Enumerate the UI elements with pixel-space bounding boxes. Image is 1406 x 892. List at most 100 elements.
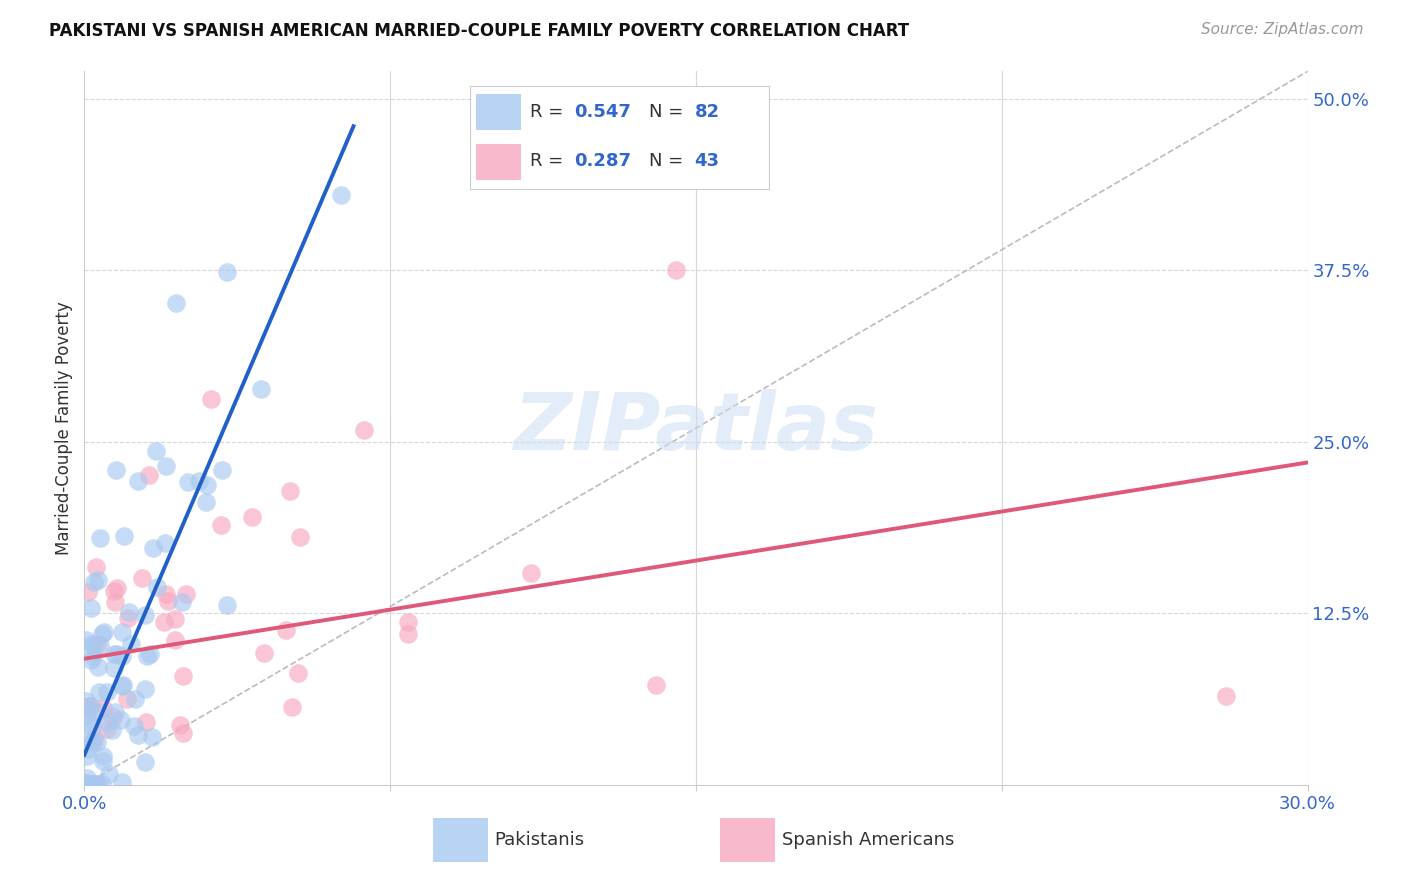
Point xyxy=(287,666,309,681)
Y-axis label: Married-Couple Family Poverty: Married-Couple Family Poverty xyxy=(55,301,73,555)
Point xyxy=(76,748,98,763)
Point xyxy=(127,728,149,742)
Point xyxy=(172,726,194,740)
Point xyxy=(138,468,160,483)
Point xyxy=(87,776,110,790)
Point xyxy=(86,776,108,790)
Point xyxy=(172,669,194,683)
Point xyxy=(276,623,298,637)
Point xyxy=(644,678,666,692)
Point xyxy=(1215,689,1237,703)
Point xyxy=(75,633,97,648)
Point xyxy=(240,509,263,524)
Point xyxy=(77,585,100,599)
Point xyxy=(101,723,124,737)
Point xyxy=(118,605,141,619)
Text: ZIPatlas: ZIPatlas xyxy=(513,389,879,467)
Point xyxy=(80,601,103,615)
Point xyxy=(134,607,156,622)
Point xyxy=(75,776,97,790)
Point xyxy=(177,475,200,489)
Text: PAKISTANI VS SPANISH AMERICAN MARRIED-COUPLE FAMILY POVERTY CORRELATION CHART: PAKISTANI VS SPANISH AMERICAN MARRIED-CO… xyxy=(49,22,910,40)
Point xyxy=(139,647,162,661)
Point xyxy=(75,702,97,716)
Point xyxy=(165,295,187,310)
Point xyxy=(79,699,101,714)
Point xyxy=(79,776,101,790)
Point xyxy=(79,776,101,790)
Point xyxy=(396,615,419,630)
Point xyxy=(86,560,108,574)
Point xyxy=(111,625,134,640)
Point xyxy=(156,594,179,608)
Point xyxy=(96,723,118,737)
Point xyxy=(89,638,111,652)
Point xyxy=(76,772,98,786)
Point xyxy=(136,648,159,663)
Point xyxy=(87,660,110,674)
Point xyxy=(172,595,194,609)
Point xyxy=(75,776,97,790)
Point xyxy=(353,423,375,437)
Point xyxy=(91,754,114,768)
Point xyxy=(112,529,135,543)
Point xyxy=(253,646,276,660)
Point xyxy=(96,685,118,699)
Point xyxy=(77,713,100,727)
Point xyxy=(280,700,302,714)
Point xyxy=(82,639,104,653)
Point xyxy=(131,571,153,585)
Point xyxy=(82,776,104,790)
Point xyxy=(127,474,149,488)
Point xyxy=(89,705,111,719)
Point xyxy=(76,776,98,790)
Point xyxy=(89,531,111,545)
Point xyxy=(200,392,222,406)
Point xyxy=(111,678,134,692)
Point xyxy=(209,518,232,533)
Point xyxy=(89,684,111,698)
Point xyxy=(80,637,103,651)
Point xyxy=(155,586,177,600)
Point xyxy=(75,694,97,708)
Point xyxy=(79,699,101,714)
Point xyxy=(141,731,163,745)
Point xyxy=(104,706,127,720)
Point xyxy=(115,692,138,706)
Point xyxy=(217,265,239,279)
Point xyxy=(169,717,191,731)
Point xyxy=(86,734,108,748)
Point xyxy=(75,700,97,714)
Point xyxy=(103,583,125,598)
Point xyxy=(103,661,125,675)
Point xyxy=(155,458,177,473)
Point xyxy=(250,382,273,396)
Point xyxy=(135,714,157,729)
Point xyxy=(77,742,100,756)
Point xyxy=(124,719,146,733)
Point xyxy=(83,574,105,589)
Point xyxy=(86,637,108,651)
Point xyxy=(211,463,233,477)
Point xyxy=(165,612,187,626)
Point xyxy=(134,681,156,696)
Point xyxy=(396,627,419,641)
Point xyxy=(79,776,101,790)
Point xyxy=(93,748,115,763)
Point xyxy=(665,263,688,277)
Point xyxy=(80,653,103,667)
Point xyxy=(110,679,132,693)
Point xyxy=(82,649,104,664)
Point xyxy=(87,573,110,587)
Point xyxy=(117,611,139,625)
Point xyxy=(103,710,125,724)
Point xyxy=(330,187,353,202)
Point xyxy=(91,627,114,641)
Point xyxy=(111,648,134,663)
Point xyxy=(145,444,167,458)
Point xyxy=(165,632,187,647)
Point xyxy=(134,756,156,770)
Point xyxy=(91,776,114,790)
Point xyxy=(104,595,127,609)
Point xyxy=(110,775,132,789)
